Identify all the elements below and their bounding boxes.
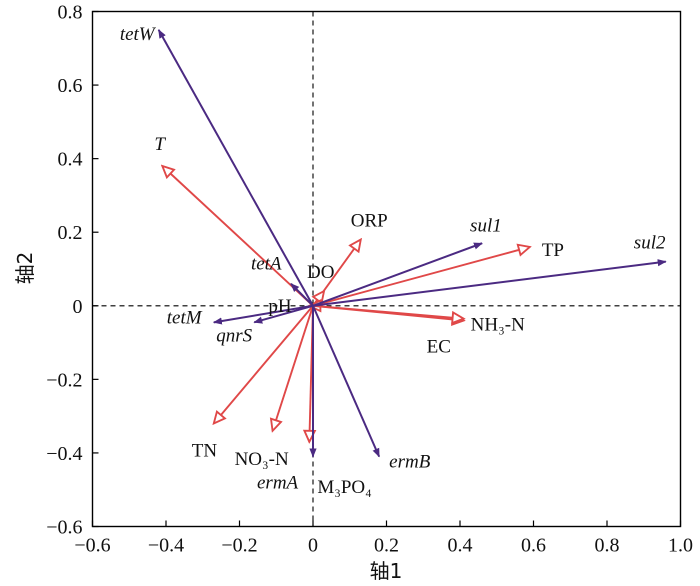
gene-arrow-tetM: [212, 304, 314, 325]
env-label-NHN: NH₃-N: [471, 315, 525, 336]
x-tick-label: −0.6: [74, 535, 110, 557]
gene-label-ermA: ermA: [257, 473, 299, 494]
x-tick-label: 0.6: [521, 535, 546, 557]
y-tick-label: 0.8: [58, 2, 83, 24]
gene-label-ermB: ermB: [389, 452, 431, 473]
env-label-DO: DO: [307, 262, 334, 283]
env-label-MPO: M₃PO₄: [317, 477, 371, 498]
x-tick-label: 0: [308, 535, 318, 557]
env-label-ORP: ORP: [351, 211, 388, 232]
gene-label-tetW: tetW: [120, 24, 157, 45]
gene-arrow-ermB: [312, 305, 381, 458]
y-axis-title: 轴2: [13, 252, 37, 285]
gene-label-tetM: tetM: [167, 307, 203, 328]
x-tick-label: 1.0: [668, 535, 693, 557]
env-label-EC: EC: [427, 337, 451, 358]
plot-frame: [91, 10, 682, 528]
gene-arrow-tetA: [290, 283, 314, 307]
env-label-T: T: [154, 134, 166, 155]
env-arrow-T: [162, 166, 314, 307]
gene-arrow-sul1: [312, 242, 483, 307]
gene-arrow-tetW: [157, 29, 314, 307]
env-label-NON: NO₃-N: [235, 449, 289, 470]
gene-label-sul1: sul1: [470, 215, 502, 236]
x-tick-label: 0.4: [448, 535, 473, 557]
env-arrow-EC: [312, 304, 464, 319]
gene-label-tetA: tetA: [251, 254, 282, 275]
x-tick-label: 0.8: [595, 535, 620, 557]
env-arrow-TN: [214, 305, 314, 424]
env-label-TP: TP: [542, 240, 564, 261]
gene-label-qnrS: qnrS: [216, 325, 252, 346]
env-arrow-NON: [273, 305, 314, 431]
gene-arrow-qnrS: [253, 304, 314, 324]
gene-label-sul2: sul2: [634, 233, 666, 254]
y-tick-label: −0.4: [46, 443, 82, 465]
y-tick-label: −0.6: [46, 517, 82, 539]
x-tick-label: −0.2: [221, 535, 257, 557]
y-tick-label: 0.6: [58, 75, 83, 97]
env-label-pH: pH: [268, 296, 292, 317]
gene-arrow-sul2: [312, 259, 667, 307]
x-axis-title: 轴1: [370, 559, 403, 583]
x-tick-label: 0.2: [374, 535, 399, 557]
y-tick-label: −0.2: [46, 369, 82, 391]
env-arrow-TP: [312, 247, 530, 307]
x-tick-label: −0.4: [148, 535, 184, 557]
y-tick-label: 0: [73, 296, 83, 318]
y-tick-label: 0.4: [58, 149, 83, 171]
env-label-TN: TN: [192, 441, 218, 462]
y-tick-label: 0.2: [58, 222, 83, 244]
